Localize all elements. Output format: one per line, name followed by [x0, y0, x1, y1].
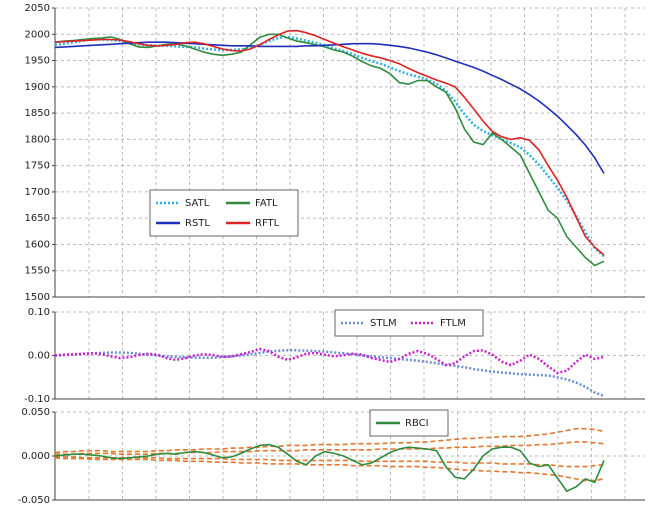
y-tick-label: 1750 [25, 161, 50, 172]
legend-label: RBCI [405, 418, 429, 429]
legend-box [149, 189, 299, 237]
legend-label: FATL [255, 198, 278, 209]
legend-label: STLM [370, 318, 397, 329]
series-line [55, 441, 605, 455]
legend-label: FTLM [440, 318, 466, 329]
series-line [54, 347, 605, 375]
legend-label: SATL [185, 198, 210, 209]
y-tick-label: 0.000 [21, 451, 50, 462]
legend: RBCI [369, 409, 449, 437]
series-line [54, 29, 605, 256]
y-tick-label: 1500 [25, 292, 50, 303]
y-tick-label: 1600 [25, 239, 50, 250]
series-line [54, 443, 605, 493]
y-tick-label: 2000 [25, 29, 50, 40]
legend-box [334, 309, 484, 337]
series-line [54, 33, 605, 267]
legend: SATL FATL RSTL RFTL [149, 189, 299, 237]
series-line [54, 349, 605, 398]
y-tick-label: 0.10 [28, 307, 50, 318]
series-line [54, 41, 605, 174]
y-tick-label: 1850 [25, 108, 50, 119]
legend-label: RSTL [185, 218, 210, 229]
series-line [55, 456, 605, 468]
y-tick-label: 1800 [25, 134, 50, 145]
y-tick-label: -0.050 [18, 495, 50, 506]
y-tick-label: -0.10 [24, 394, 50, 405]
y-tick-label: 2050 [25, 3, 50, 14]
y-tick-label: 1900 [25, 82, 50, 93]
y-tick-label: 0.00 [28, 351, 50, 362]
y-tick-label: 1650 [25, 213, 50, 224]
legend-label: RFTL [255, 218, 280, 229]
y-tick-label: 1700 [25, 187, 50, 198]
y-tick-label: 1950 [25, 56, 50, 67]
series-line [54, 427, 605, 454]
y-tick-label: 1550 [25, 266, 50, 277]
y-tick-label: 0.050 [21, 407, 50, 418]
series-line [54, 35, 605, 258]
legend: STLM FTLM [334, 309, 484, 337]
series-line [54, 457, 605, 482]
